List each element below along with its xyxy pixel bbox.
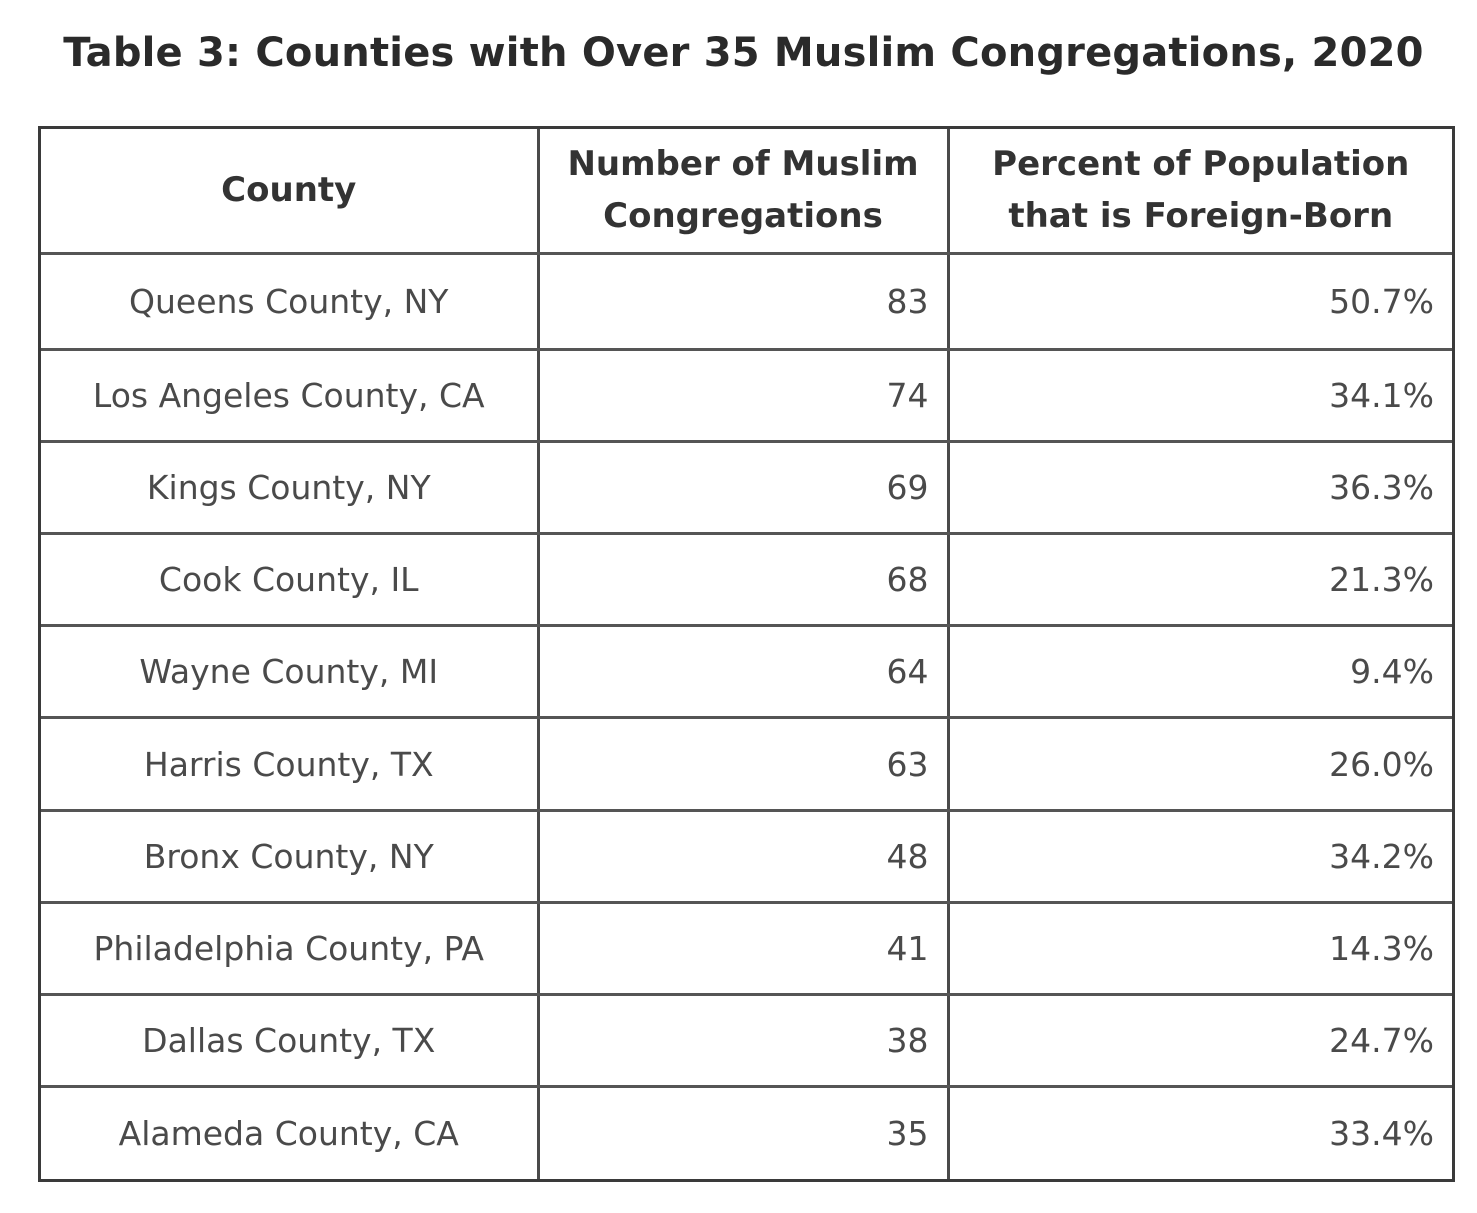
congregations-cell: 68 [538, 533, 950, 628]
foreign-born-cell: 33.4% [1329, 1114, 1434, 1154]
congregations-cell: 35 [538, 1086, 950, 1179]
county-cell: Dallas County, TX [41, 994, 540, 1089]
congregations-cell: 63 [538, 717, 950, 812]
congregations-cell: 74 [538, 349, 950, 443]
table-row: Queens County, NY 83 50.7% [41, 253, 1452, 351]
county-cell: Cook County, IL [41, 533, 540, 628]
foreign-born-cell: 9.4% [948, 625, 1452, 720]
data-table: County Number of Muslim Congregations Pe… [41, 129, 1452, 1179]
congregations-cell: 41 [538, 902, 950, 997]
foreign-born-cell: 24.7% [948, 994, 1452, 1089]
foreign-born-cell: 26.0% [948, 717, 1452, 812]
congregations-cell: 64 [538, 625, 950, 720]
county-cell: Philadelphia County, PA [41, 902, 540, 997]
table-row: Kings County, NY 69 36.3% [41, 441, 1452, 536]
table-row: Philadelphia County, PA 41 14.3% [41, 902, 1452, 997]
table-row: Bronx County, NY 48 34.2% [41, 810, 1452, 904]
county-cell: Wayne County, MI [41, 625, 540, 720]
table-row: Wayne County, MI 64 9.4% [41, 625, 1452, 720]
foreign-born-cell: 36.3% [948, 441, 1452, 536]
table-row: Dallas County, TX 38 24.7% [41, 994, 1452, 1089]
congregations-cell: 69 [538, 441, 950, 536]
foreign-born-cell: 21.3% [948, 533, 1452, 628]
foreign-born-cell: 34.2% [948, 810, 1452, 904]
header-foreign-born: Percent of Population that is Foreign-Bo… [948, 129, 1452, 255]
foreign-born-cell: 14.3% [948, 902, 1452, 997]
header-county: County [41, 129, 540, 255]
table-row: Harris County, TX 63 26.0% [41, 717, 1452, 812]
county-cell: Los Angeles County, CA [41, 349, 540, 443]
foreign-born-cell: 50.7% [948, 253, 1452, 351]
congregations-cell: 83 [538, 253, 950, 351]
table-row: Alameda County, CA 35 33.4% [41, 1086, 1452, 1179]
header-congregations: Number of Muslim Congregations [538, 129, 950, 255]
county-cell: Bronx County, NY [41, 810, 540, 904]
table-row: Cook County, IL 68 21.3% [41, 533, 1452, 628]
county-cell: Harris County, TX [41, 717, 540, 812]
data-table-container: County Number of Muslim Congregations Pe… [38, 126, 1455, 1182]
congregations-cell: 48 [538, 810, 950, 904]
table-row: Los Angeles County, CA 74 34.1% [41, 349, 1452, 443]
table-title: Table 3: Counties with Over 35 Muslim Co… [63, 30, 1424, 76]
county-cell: Queens County, NY [41, 253, 540, 351]
county-cell: Alameda County, CA [41, 1086, 540, 1179]
county-cell: Kings County, NY [41, 441, 540, 536]
congregations-cell: 38 [538, 994, 950, 1089]
foreign-born-cell: 34.1% [948, 349, 1452, 443]
table-header-row: County Number of Muslim Congregations Pe… [41, 129, 1452, 255]
